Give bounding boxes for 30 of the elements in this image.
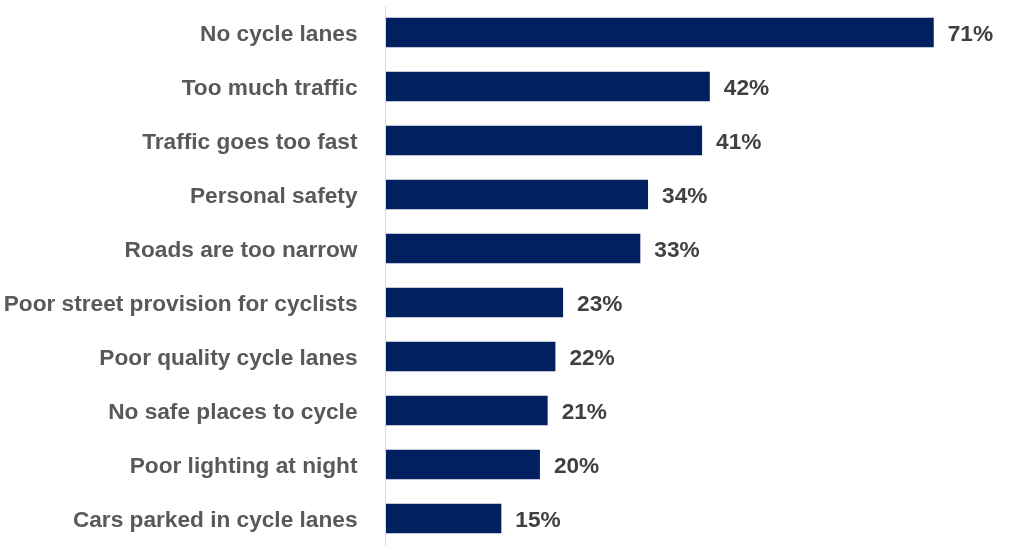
data-label: 41% bbox=[716, 127, 762, 154]
bar bbox=[385, 449, 540, 480]
bar bbox=[385, 179, 649, 210]
data-label: 22% bbox=[569, 343, 615, 370]
y-tick-label: Too much traffic bbox=[181, 73, 358, 100]
data-label: 21% bbox=[561, 397, 608, 424]
bar bbox=[385, 233, 641, 264]
data-label: 20% bbox=[553, 451, 600, 478]
bar bbox=[385, 395, 548, 426]
data-label: 34% bbox=[662, 181, 708, 208]
data-label: 23% bbox=[577, 289, 623, 316]
data-label: 15% bbox=[515, 505, 561, 532]
y-tick-label: Roads are too narrow bbox=[124, 235, 358, 262]
data-label: 42% bbox=[723, 73, 770, 100]
y-tick-label: No cycle lanes bbox=[200, 19, 358, 46]
y-tick-label: Cars parked in cycle lanes bbox=[72, 505, 358, 532]
y-tick-label: Poor lighting at night bbox=[129, 451, 358, 478]
y-tick-label: Poor quality cycle lanes bbox=[99, 343, 358, 370]
bar bbox=[385, 125, 703, 156]
bar bbox=[385, 17, 934, 48]
bar bbox=[385, 71, 710, 102]
bar bbox=[385, 341, 556, 372]
data-label: 71% bbox=[947, 19, 994, 46]
data-label: 33% bbox=[654, 235, 700, 262]
y-tick-label: Poor street provision for cyclists bbox=[3, 289, 358, 316]
y-tick-label: Personal safety bbox=[190, 181, 358, 208]
bar bbox=[385, 503, 502, 534]
bar bbox=[385, 287, 564, 318]
y-tick-label: Traffic goes too fast bbox=[142, 127, 358, 154]
y-tick-label: No safe places to cycle bbox=[108, 397, 358, 424]
